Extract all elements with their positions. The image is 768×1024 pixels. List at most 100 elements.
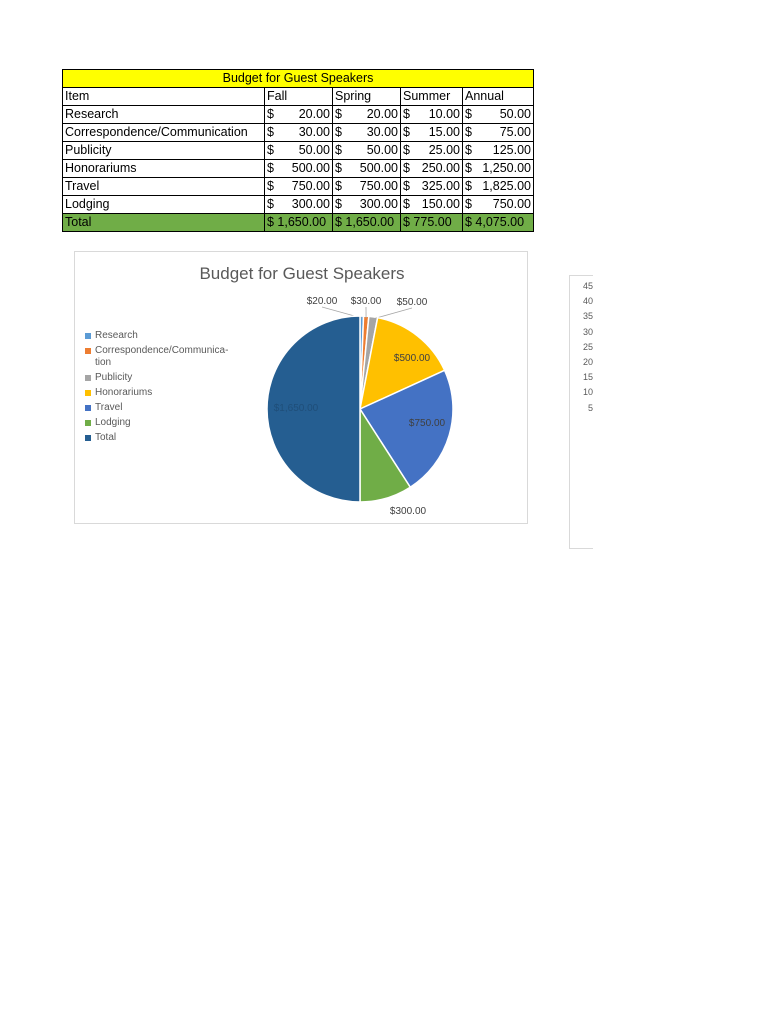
item-cell[interactable]: Honorariums (62, 159, 265, 178)
total-cell[interactable]: $ 1,650.00 (264, 213, 333, 232)
item-cell[interactable]: Research (62, 105, 265, 124)
money-cell[interactable]: $50.00 (462, 105, 534, 124)
money-cell[interactable]: $10.00 (400, 105, 463, 124)
legend-entry[interactable]: Travel (85, 402, 235, 414)
legend-swatch (85, 405, 91, 411)
chart-title: Budget for Guest Speakers (199, 264, 405, 283)
money-cell[interactable]: $325.00 (400, 177, 463, 196)
total-cell[interactable]: $ 775.00 (400, 213, 463, 232)
table-row: Research $20.00 $20.00 $10.00 $50.00 (62, 105, 534, 124)
amount: 20.00 (366, 107, 398, 121)
money-cell[interactable]: $75.00 (462, 123, 534, 142)
money-cell[interactable]: $1,825.00 (462, 177, 534, 196)
money-cell[interactable]: $300.00 (264, 195, 333, 214)
amount: 125.00 (492, 143, 531, 157)
pie-chart[interactable]: Budget for Guest Speakers Research Corres… (74, 251, 528, 524)
legend-label: Publicity (95, 372, 133, 383)
currency-symbol: $ (403, 107, 410, 121)
legend-entry[interactable]: Lodging (85, 417, 235, 429)
legend-entry[interactable]: Honorariums (85, 387, 235, 399)
amount: 325.00 (421, 179, 460, 193)
pie-slice[interactable] (358, 369, 454, 489)
amount: 15.00 (428, 125, 460, 139)
item-cell[interactable]: Correspondence/Communication (62, 123, 265, 142)
money-cell[interactable]: $250.00 (400, 159, 463, 178)
total-cell[interactable]: $ 4,075.00 (462, 213, 534, 232)
money-cell[interactable]: $500.00 (264, 159, 333, 178)
table-row: Lodging $300.00 $300.00 $150.00 $750.00 (62, 195, 534, 214)
currency-symbol: $ (267, 161, 274, 175)
pie-slice[interactable] (266, 315, 361, 503)
legend-label: Correspondence/Communica-tion (95, 345, 229, 368)
money-cell[interactable]: $50.00 (264, 141, 333, 160)
money-cell[interactable]: $750.00 (332, 177, 401, 196)
data-label: $500.00 (394, 353, 431, 364)
chart-legend: Research Correspondence/Communica-tion Pub… (85, 330, 235, 447)
item-cell[interactable]: Lodging (62, 195, 265, 214)
money-cell[interactable]: $20.00 (264, 105, 333, 124)
header-cell[interactable]: Annual (462, 87, 534, 106)
data-label: $30.00 (351, 296, 382, 307)
legend-label: Total (95, 432, 117, 443)
axis-tick-label: 15 (582, 372, 593, 383)
axis-tick-label: 40 (582, 296, 593, 307)
money-cell[interactable]: $750.00 (462, 195, 534, 214)
money-cell[interactable]: $150.00 (400, 195, 463, 214)
item-cell[interactable]: Publicity (62, 141, 265, 160)
total-cell[interactable]: $ 1,650.00 (332, 213, 401, 232)
data-label: $300.00 (390, 506, 427, 517)
total-label-cell[interactable]: Total (62, 213, 265, 232)
amount: 30.00 (366, 125, 398, 139)
currency-symbol: $ (267, 107, 274, 121)
currency-symbol: $ (267, 179, 274, 193)
money-cell[interactable]: $15.00 (400, 123, 463, 142)
legend-entry[interactable]: Correspondence/Communica-tion (85, 345, 235, 369)
axis-tick-label: 10 (582, 387, 593, 398)
pie-slice[interactable] (358, 316, 446, 411)
currency-symbol: $ (465, 143, 472, 157)
amount: 300.00 (291, 197, 330, 211)
table-title[interactable]: Budget for Guest Speakers (62, 69, 534, 88)
money-cell[interactable]: $30.00 (332, 123, 401, 142)
money-cell[interactable]: $25.00 (400, 141, 463, 160)
header-cell[interactable]: Summer (400, 87, 463, 106)
second-chart-partial[interactable]: 45 40 35 30 25 20 15 10 5 (569, 275, 593, 549)
legend-label: Research (95, 330, 138, 341)
legend-entry[interactable]: Research (85, 330, 235, 342)
money-cell[interactable]: $1,250.00 (462, 159, 534, 178)
header-cell[interactable]: Spring (332, 87, 401, 106)
item-cell[interactable]: Travel (62, 177, 265, 196)
budget-table: Budget for Guest Speakers Item Fall Spring… (62, 69, 534, 232)
legend-swatch (85, 420, 91, 426)
money-cell[interactable]: $300.00 (332, 195, 401, 214)
amount: 750.00 (291, 179, 330, 193)
legend-entry[interactable]: Publicity (85, 372, 235, 384)
leader-line (372, 307, 413, 320)
money-cell[interactable]: $750.00 (264, 177, 333, 196)
amount: 75.00 (499, 125, 531, 139)
legend-entry[interactable]: Total (85, 432, 235, 444)
money-cell[interactable]: $500.00 (332, 159, 401, 178)
money-cell[interactable]: $125.00 (462, 141, 534, 160)
axis-tick-label: 25 (582, 341, 593, 352)
data-label: $50.00 (397, 297, 428, 308)
axis-tick-label: 5 (587, 402, 593, 413)
amount: 150.00 (421, 197, 460, 211)
currency-symbol: $ (465, 107, 472, 121)
money-cell[interactable]: $30.00 (264, 123, 333, 142)
amount: 20.00 (298, 107, 330, 121)
header-cell[interactable]: Fall (264, 87, 333, 106)
table-row: Publicity $50.00 $50.00 $25.00 $125.00 (62, 141, 534, 160)
legend-label: Lodging (95, 417, 131, 428)
money-cell[interactable]: $20.00 (332, 105, 401, 124)
amount: 50.00 (499, 107, 531, 121)
data-label: $1,650.00 (274, 403, 319, 414)
money-cell[interactable]: $50.00 (332, 141, 401, 160)
amount: 250.00 (421, 161, 460, 175)
currency-symbol: $ (465, 161, 472, 175)
amount: 50.00 (298, 143, 330, 157)
header-cell[interactable]: Item (62, 87, 265, 106)
amount: 1,250.00 (482, 161, 531, 175)
currency-symbol: $ (403, 125, 410, 139)
legend-swatch (85, 390, 91, 396)
